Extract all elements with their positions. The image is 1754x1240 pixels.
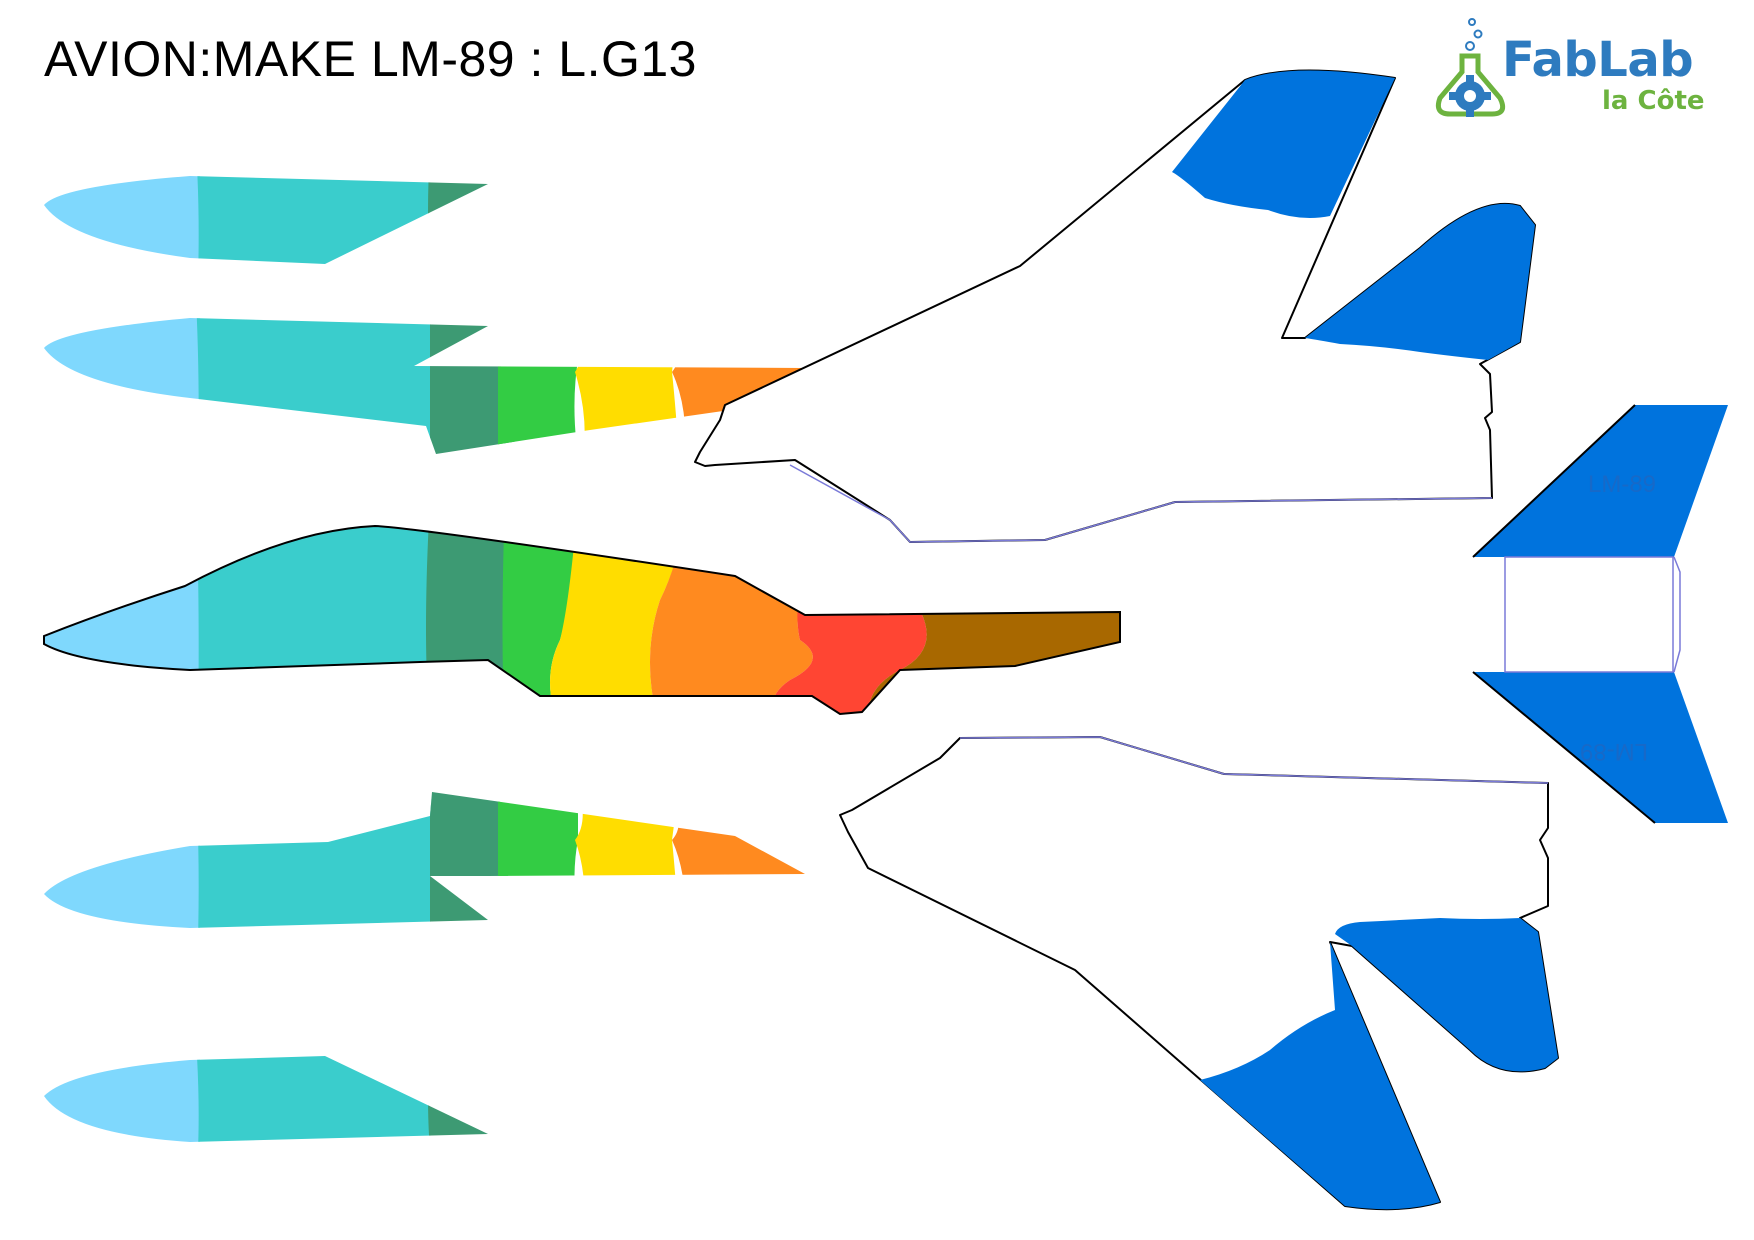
flask-gear-icon bbox=[1435, 18, 1506, 117]
logo-fablab-text: FabLab bbox=[1502, 32, 1694, 88]
fablab-logo: FabLab la Côte bbox=[1420, 14, 1740, 124]
tail-marking-top: LM-89 bbox=[1588, 471, 1656, 498]
wing-bottom bbox=[839, 736, 1559, 1211]
page-title: AVION:MAKE LM-89 : L.G13 bbox=[44, 31, 697, 87]
side-piece-4 bbox=[44, 792, 805, 928]
logo-la-cote-text: la Côte bbox=[1602, 86, 1705, 116]
nose-piece-5 bbox=[44, 1056, 488, 1142]
nose-piece-1 bbox=[44, 176, 488, 264]
tail-piece: LM-89 LM-89 bbox=[1472, 404, 1728, 824]
tail-marking-bottom: LM-89 bbox=[1580, 738, 1648, 765]
side-piece-2 bbox=[44, 318, 805, 454]
wing-top bbox=[694, 69, 1536, 543]
